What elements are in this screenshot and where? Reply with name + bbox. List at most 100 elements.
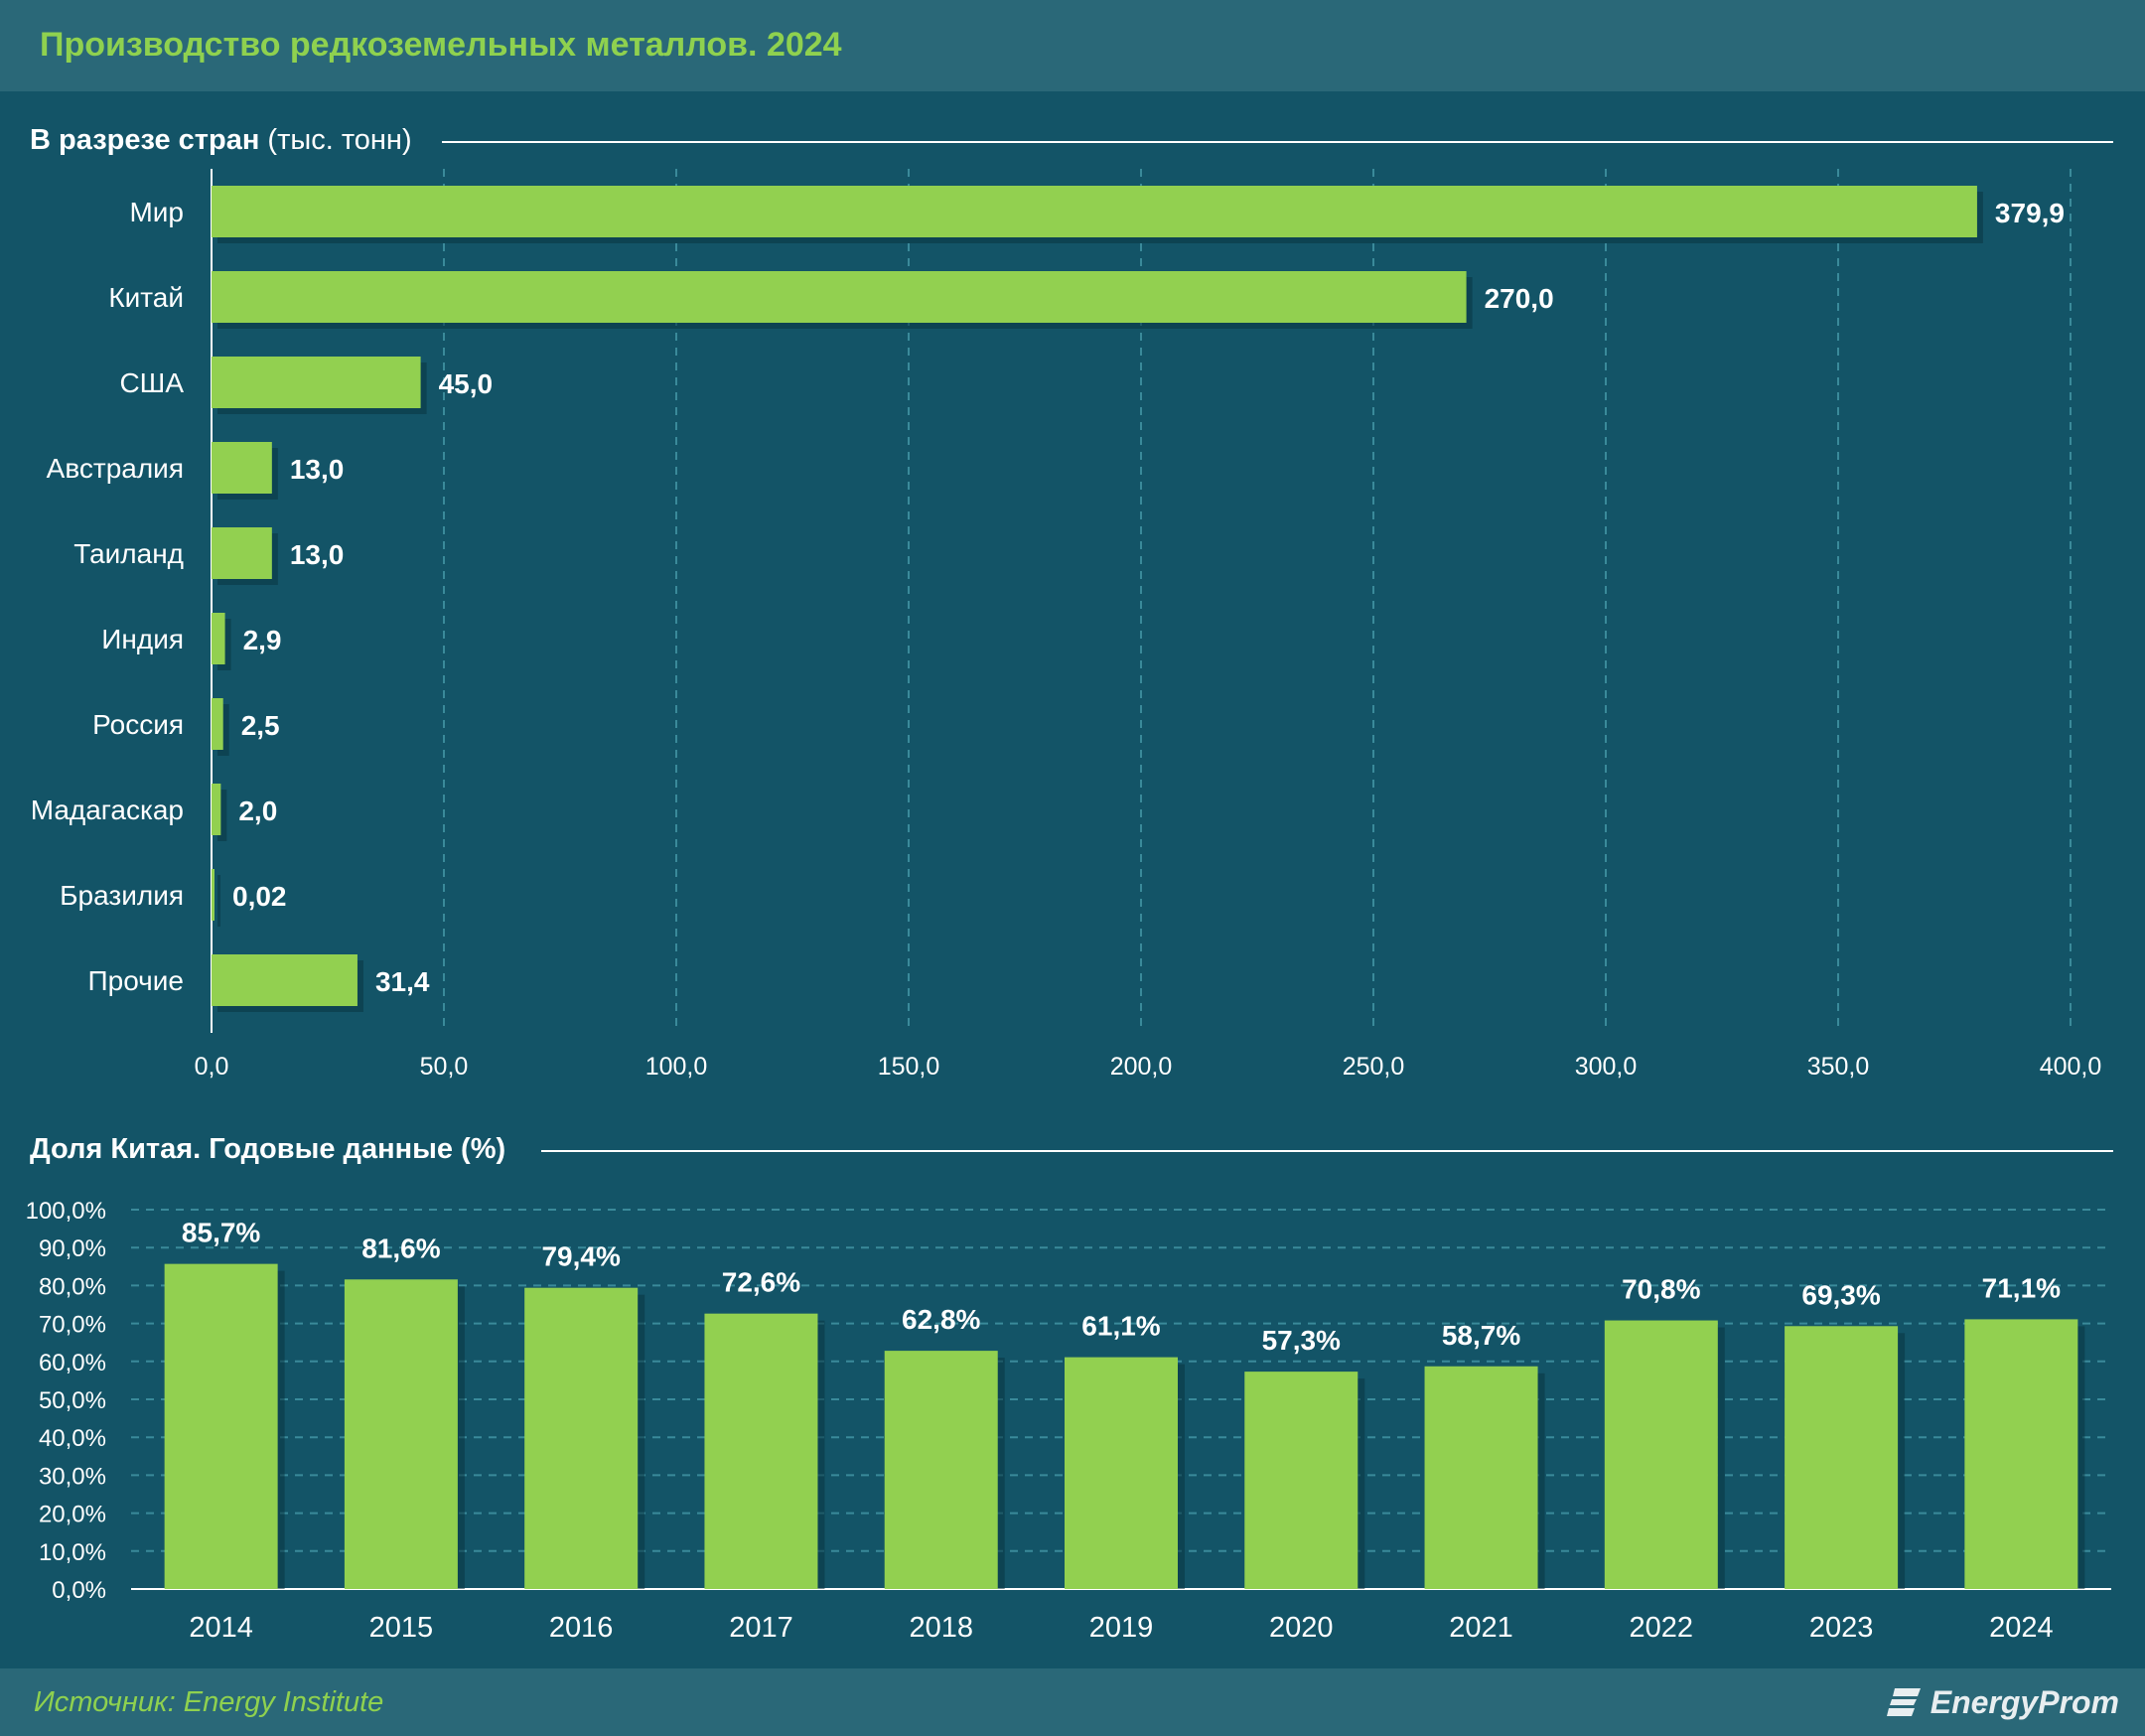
source-text: Источник: Energy Institute	[34, 1686, 384, 1718]
data-label: 379,9	[1995, 198, 2065, 228]
page-title: Производство редкоземельных металлов. 20…	[40, 26, 842, 64]
x-tick-label: 2020	[1269, 1612, 1334, 1644]
x-tick-label: 2021	[1449, 1612, 1513, 1644]
bar	[524, 1287, 639, 1589]
data-label: 58,7%	[1442, 1320, 1520, 1351]
y-tick-label: 60,0%	[39, 1350, 106, 1376]
x-tick-label: 2015	[369, 1612, 434, 1644]
data-label: 45,0	[439, 368, 494, 399]
bar	[212, 442, 272, 494]
section-title-countries-bold: В разрезе стран	[30, 124, 260, 156]
bar	[164, 1263, 278, 1589]
section-title-countries: В разрезе стран (тыс. тонн)	[30, 124, 412, 157]
bar	[1244, 1372, 1358, 1589]
footer-bar: Источник: Energy Institute EnergyProm	[0, 1668, 2145, 1736]
data-label: 2,5	[241, 710, 280, 741]
x-tick-label: 2019	[1089, 1612, 1154, 1644]
bar	[212, 271, 1467, 323]
x-tick-label: 100,0	[645, 1053, 708, 1081]
data-label: 57,3%	[1262, 1325, 1341, 1356]
bar-shadow	[217, 704, 229, 756]
countries-bar-chart: 0,0 50,0 100,0 150,0 200,0 250,0 300,0 350,0 400…	[31, 169, 2102, 1081]
x-tick-label: 300,0	[1575, 1053, 1638, 1081]
bar	[212, 869, 214, 921]
data-label: 31,4	[375, 966, 430, 997]
y-tick-label: 0,0%	[52, 1577, 106, 1604]
data-label: 85,7%	[182, 1218, 260, 1248]
y-tick-label: 30,0%	[39, 1463, 106, 1490]
category-label: США	[119, 367, 184, 398]
logo: EnergyProm	[1886, 1682, 2119, 1722]
data-label: 81,6%	[361, 1232, 440, 1263]
bar	[344, 1279, 458, 1589]
bar	[212, 186, 1977, 237]
bar-shadow	[217, 875, 220, 927]
logo-text: EnergyProm	[1930, 1683, 2119, 1720]
x-tick-label: 2017	[729, 1612, 793, 1644]
y-tick-label: 90,0%	[39, 1235, 106, 1262]
y-tick-label: 40,0%	[39, 1425, 106, 1452]
x-tick-label: 250,0	[1343, 1053, 1405, 1081]
x-tick-label: 150,0	[878, 1053, 940, 1081]
data-label: 13,0	[290, 454, 345, 485]
china-share-bar-chart: 0,0% 10,0% 20,0% 30,0% 40,0% 50,0% 60,0% 70,0% 8…	[26, 1198, 2111, 1644]
x-tick-label: 2014	[189, 1612, 253, 1644]
x-tick-label: 0,0	[195, 1053, 229, 1081]
category-label: Прочие	[88, 965, 184, 996]
y-tick-label: 100,0%	[26, 1198, 106, 1225]
x-tick-label: 200,0	[1110, 1053, 1173, 1081]
section-rule-china-share	[541, 1150, 2113, 1152]
x-tick-label: 350,0	[1807, 1053, 1870, 1081]
category-label: Индия	[101, 624, 184, 654]
data-label: 69,3%	[1801, 1279, 1880, 1310]
bar	[704, 1313, 818, 1589]
bar-shadow	[217, 790, 227, 841]
bar	[212, 527, 272, 579]
category-label: Китай	[108, 282, 184, 313]
bar	[1785, 1326, 1899, 1589]
category-label: Россия	[92, 709, 184, 740]
section-title-china-share: Доля Китая. Годовые данные (%)	[30, 1133, 506, 1165]
category-label: Таиланд	[73, 538, 184, 569]
y-tick-label: 70,0%	[39, 1312, 106, 1339]
data-label: 13,0	[290, 539, 345, 570]
x-tick-label: 2024	[1989, 1612, 2054, 1644]
bar	[1065, 1357, 1178, 1589]
bar	[1964, 1319, 2078, 1589]
bar	[1604, 1320, 1718, 1589]
y-tick-label: 20,0%	[39, 1502, 106, 1528]
x-tick-label: 2022	[1630, 1612, 1694, 1644]
data-label: 72,6%	[722, 1267, 800, 1298]
data-label: 70,8%	[1622, 1274, 1700, 1305]
bar	[212, 613, 225, 664]
category-label: Бразилия	[60, 880, 184, 911]
x-tick-label: 2023	[1809, 1612, 1874, 1644]
data-label: 79,4%	[541, 1241, 620, 1272]
data-label: 2,0	[238, 796, 277, 826]
logo-icon	[1886, 1688, 1921, 1716]
section-rule-countries	[442, 141, 2113, 143]
bar	[1424, 1366, 1538, 1589]
category-label: Мадагаскар	[31, 795, 184, 825]
data-label: 270,0	[1485, 283, 1554, 314]
data-label: 71,1%	[1982, 1272, 2061, 1303]
category-label: Мир	[129, 197, 184, 227]
data-label: 0,02	[232, 881, 287, 912]
bar	[884, 1351, 998, 1589]
x-tick-label: 2016	[549, 1612, 614, 1644]
bar	[212, 357, 421, 408]
header-bar: Производство редкоземельных металлов. 20…	[0, 0, 2145, 91]
category-label: Австралия	[47, 453, 184, 484]
x-tick-label: 50,0	[420, 1053, 469, 1081]
x-tick-label: 400,0	[2040, 1053, 2102, 1081]
y-tick-label: 10,0%	[39, 1539, 106, 1566]
x-tick-label: 2018	[909, 1612, 973, 1644]
section-title-countries-unit: (тыс. тонн)	[259, 124, 412, 156]
y-tick-label: 80,0%	[39, 1273, 106, 1300]
y-tick-label: 50,0%	[39, 1387, 106, 1414]
x-gridlines	[443, 169, 2072, 1033]
bar	[212, 784, 221, 835]
data-label: 2,9	[243, 625, 282, 655]
bar	[212, 698, 223, 750]
bar	[212, 954, 358, 1006]
